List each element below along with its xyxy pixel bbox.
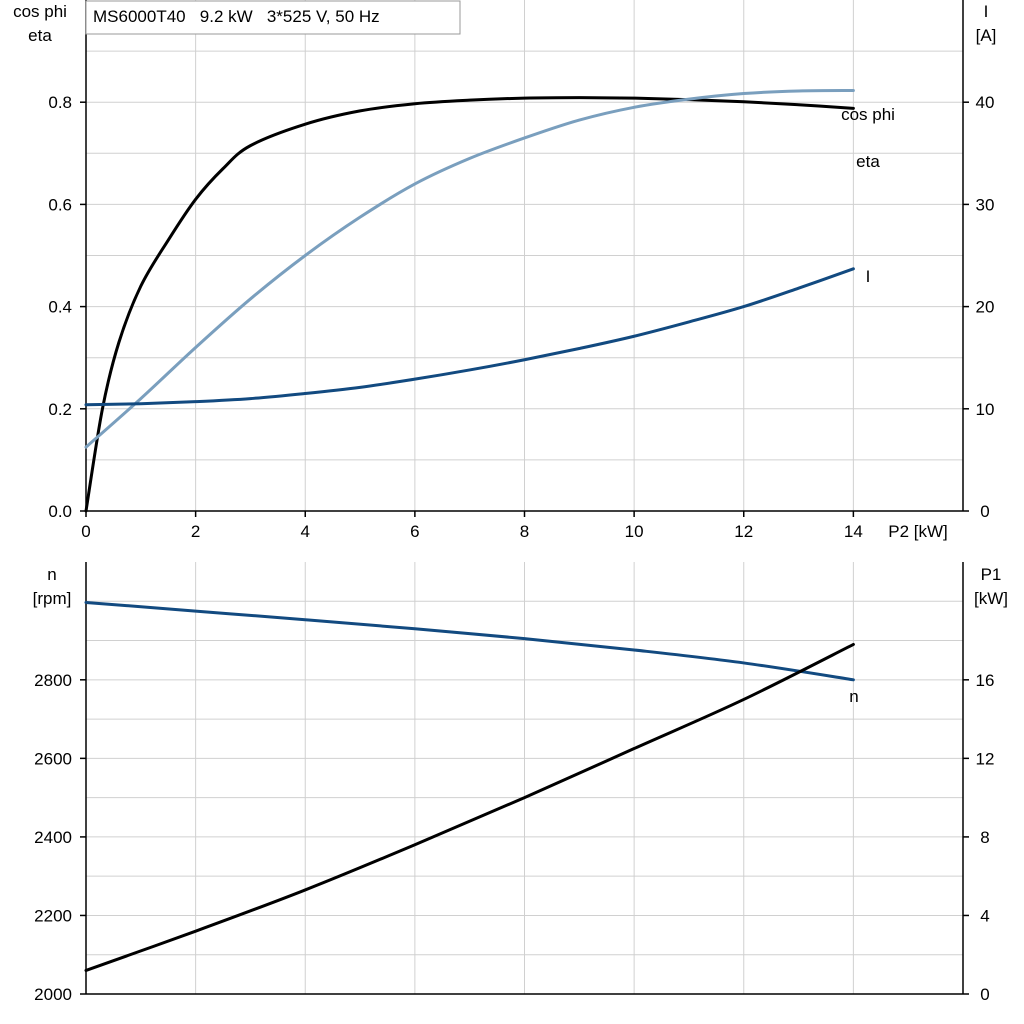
- left-tick-label: 2000: [34, 985, 72, 1004]
- series-line-n: [84, 600, 855, 682]
- x-tick-label: 10: [625, 522, 644, 541]
- series-label-cos-phi: cos phi: [841, 105, 895, 124]
- right-tick-label: 12: [976, 749, 995, 768]
- right-tick-label: 0: [980, 985, 989, 1004]
- x-tick-label: 8: [520, 522, 529, 541]
- top-left-axis-label-2: eta: [28, 26, 52, 45]
- left-tick-label: 0.0: [48, 502, 72, 521]
- right-tick-label: 20: [976, 298, 995, 317]
- x-tick-label: 2: [191, 522, 200, 541]
- top-right-axis-label-1: I: [984, 2, 989, 21]
- left-tick-label: 0.2: [48, 400, 72, 419]
- chart-title-box: [85, 0, 461, 35]
- right-tick-label: 16: [976, 671, 995, 690]
- right-tick-label: 0: [980, 502, 989, 521]
- right-tick-label: 10: [976, 400, 995, 419]
- series-label-eta: eta: [856, 152, 880, 171]
- chart-title: MS6000T40 9.2 kW 3*525 V, 50 Hz: [93, 7, 380, 26]
- series-line-cos-phi: [84, 88, 855, 449]
- left-tick-label: 2600: [34, 749, 72, 768]
- top-left-axis-label-1: cos phi: [13, 2, 67, 21]
- x-tick-label: 12: [734, 522, 753, 541]
- top-plot: 0.0 0.2 0.4 0.6 0.8 0 10 20 30 40 0 2 4 6 8 10 12 14 eta c…: [13, 0, 996, 541]
- x-axis-label: P2 [kW]: [888, 522, 948, 541]
- right-tick-label: 40: [976, 93, 995, 112]
- left-tick-label: 0.4: [48, 298, 72, 317]
- series-label-n: n: [849, 687, 858, 706]
- x-tick-label: 4: [301, 522, 310, 541]
- x-tick-label: 14: [844, 522, 863, 541]
- series-line-i: [84, 267, 855, 407]
- left-tick-label: 2800: [34, 671, 72, 690]
- bottom-plot: 2000 2200 2400 2600 2800 0 4 8 12 16 n n [rpm] P1…: [33, 562, 1008, 1004]
- x-tick-label: 0: [81, 522, 90, 541]
- right-tick-label: 30: [976, 195, 995, 214]
- right-tick-label: 4: [980, 906, 989, 925]
- left-tick-label: 2400: [34, 828, 72, 847]
- x-tick-label: 6: [410, 522, 419, 541]
- bottom-right-axis-label-1: P1: [981, 565, 1002, 584]
- left-tick-label: 2200: [34, 906, 72, 925]
- top-right-axis-label-2: [A]: [976, 26, 997, 45]
- series-label-i: I: [866, 267, 871, 286]
- bottom-left-axis-label-1: n: [47, 565, 56, 584]
- right-tick-label: 8: [980, 828, 989, 847]
- left-tick-label: 0.6: [48, 195, 72, 214]
- series-line-p1: [84, 642, 855, 972]
- bottom-left-axis-label-2: [rpm]: [33, 589, 72, 608]
- bottom-right-axis-label-2: [kW]: [974, 589, 1008, 608]
- left-tick-label: 0.8: [48, 93, 72, 112]
